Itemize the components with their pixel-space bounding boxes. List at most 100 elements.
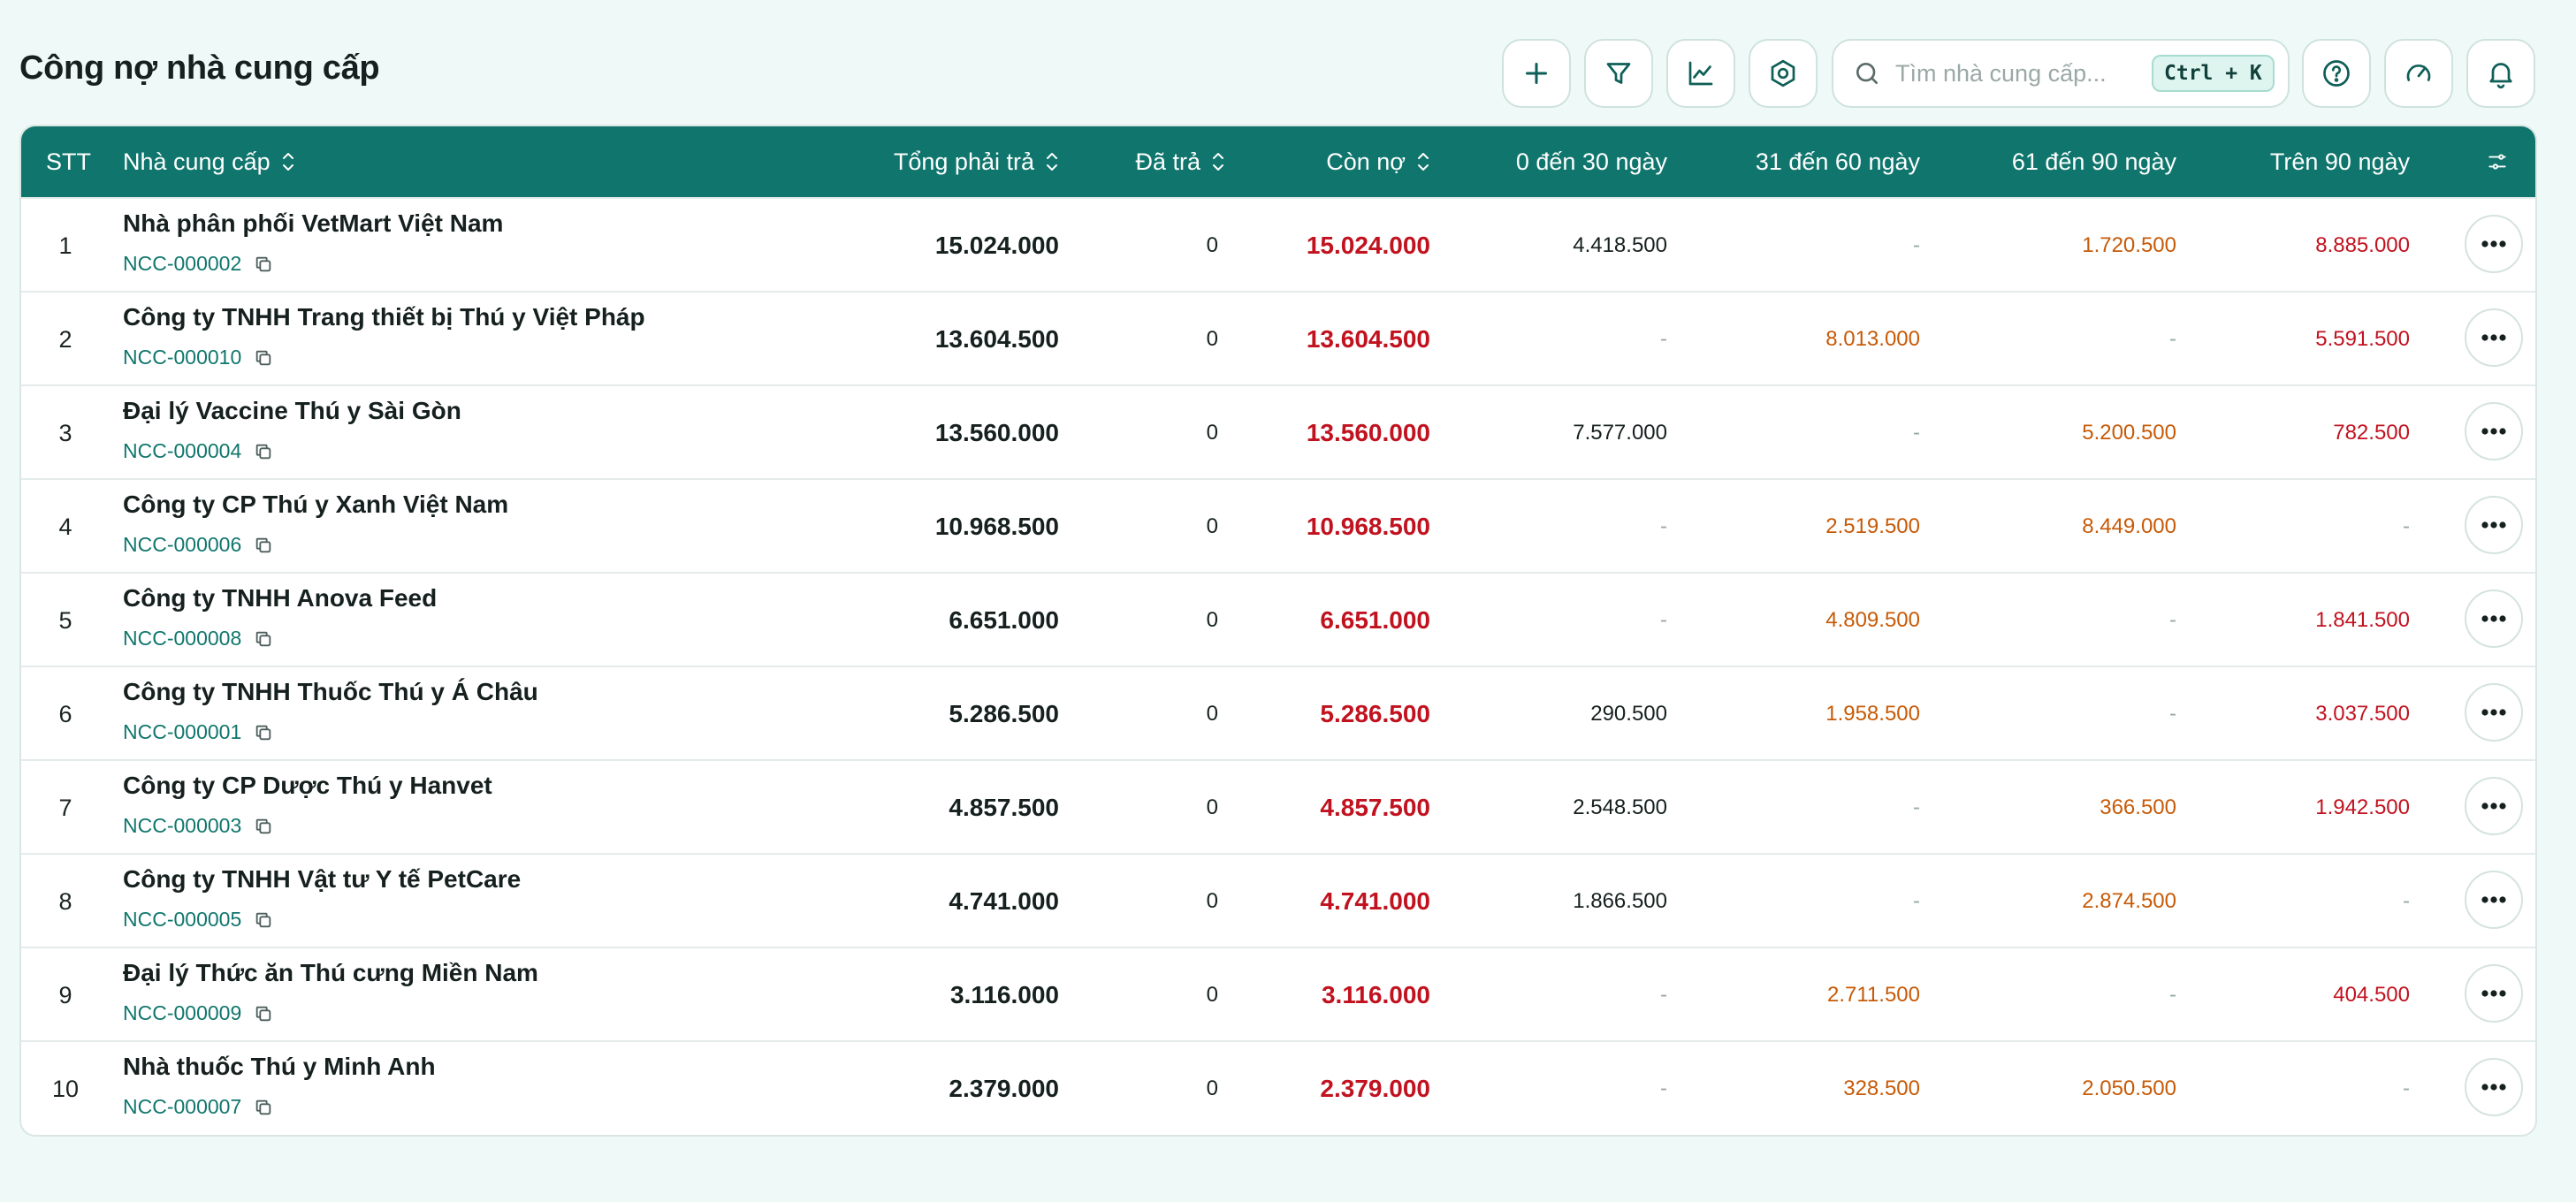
- remaining-debt: 13.560.000: [1306, 419, 1430, 446]
- supplier-code: NCC-000009: [123, 1001, 273, 1025]
- row-actions-button[interactable]: [2465, 964, 2523, 1023]
- total-payable: 2.379.000: [949, 1075, 1059, 1102]
- row-stt: 6: [58, 700, 72, 727]
- remaining-debt: 15.024.000: [1306, 232, 1430, 259]
- row-actions-button[interactable]: [2465, 777, 2523, 835]
- paid-amount: 0: [1206, 1076, 1218, 1100]
- supplier-code: NCC-000001: [123, 720, 273, 744]
- search-shortcut-badge: Ctrl + K: [2152, 55, 2275, 92]
- table-row[interactable]: 8 Công ty TNHH Vật tư Y tế PetCare NCC-000…: [21, 853, 2535, 947]
- table-row[interactable]: 7 Công ty CP Dược Thú y Hanvet NCC-000003 4…: [21, 759, 2535, 853]
- table-row[interactable]: 2 Công ty TNHH Trang thiết bị Thú y Việt …: [21, 291, 2535, 384]
- table-row[interactable]: 10 Nhà thuốc Thú y Minh Anh NCC-000007 2.37…: [21, 1040, 2535, 1134]
- search-box[interactable]: Ctrl + K: [1832, 39, 2290, 108]
- aging-31-60: 1.958.500: [1825, 702, 1920, 726]
- supplier-name[interactable]: Công ty CP Thú y Xanh Việt Nam: [123, 491, 509, 518]
- header-31-60: 31 đến 60 ngày: [1755, 148, 1920, 175]
- header-remaining[interactable]: Còn nợ: [1326, 126, 1430, 197]
- aging-over-90: 8.885.000: [2315, 233, 2410, 257]
- search-icon: [1856, 63, 1878, 84]
- table-row[interactable]: 4 Công ty CP Thú y Xanh Việt Nam NCC-00000…: [21, 478, 2535, 572]
- header-total-label: Tổng phải trả: [893, 148, 1034, 175]
- row-actions-button[interactable]: [2465, 590, 2523, 648]
- row-actions-button[interactable]: [2465, 496, 2523, 554]
- settings-button[interactable]: [1749, 39, 1818, 108]
- aging-31-60: -: [1913, 889, 1920, 913]
- copy-icon[interactable]: [254, 723, 273, 742]
- notifications-button[interactable]: [2466, 39, 2535, 108]
- table-row[interactable]: 1 Nhà phân phối VetMart Việt Nam NCC-00000…: [21, 197, 2535, 291]
- supplier-name[interactable]: Công ty TNHH Vật tư Y tế PetCare: [123, 865, 522, 893]
- chart-icon: [1688, 61, 1713, 86]
- header-paid[interactable]: Đã trả: [1135, 126, 1225, 197]
- total-payable: 10.968.500: [934, 513, 1059, 540]
- row-actions-button[interactable]: [2465, 402, 2523, 460]
- aging-0-30: 290.500: [1590, 702, 1667, 726]
- add-button[interactable]: [1502, 39, 1571, 108]
- supplier-name[interactable]: Công ty TNHH Thuốc Thú y Á Châu: [123, 678, 538, 705]
- copy-icon[interactable]: [254, 817, 273, 836]
- table-row[interactable]: 5 Công ty TNHH Anova Feed NCC-000008 6.651.…: [21, 572, 2535, 666]
- supplier-name[interactable]: Công ty CP Dược Thú y Hanvet: [123, 772, 492, 799]
- paid-amount: 0: [1206, 608, 1218, 632]
- table-row[interactable]: 9 Đại lý Thức ăn Thú cưng Miền Nam NCC-000…: [21, 947, 2535, 1040]
- supplier-code-label: NCC-000009: [123, 1001, 242, 1024]
- supplier-name[interactable]: Công ty TNHH Anova Feed: [123, 584, 438, 612]
- copy-icon[interactable]: [254, 255, 273, 274]
- copy-icon[interactable]: [254, 1004, 273, 1023]
- more-horizontal-icon: [2481, 1084, 2506, 1091]
- table-row[interactable]: 3 Đại lý Vaccine Thú y Sài Gòn NCC-000004 1…: [21, 384, 2535, 478]
- remaining-debt: 4.857.500: [1320, 794, 1430, 821]
- row-actions-button[interactable]: [2465, 871, 2523, 929]
- table-header: STT Nhà cung cấp Tổng phải trả Đã trả Cò…: [21, 126, 2535, 197]
- supplier-code-label: NCC-000002: [123, 252, 242, 275]
- help-button[interactable]: [2302, 39, 2371, 108]
- row-stt: 2: [58, 325, 72, 353]
- aging-61-90: 2.874.500: [2082, 889, 2176, 913]
- row-actions-button[interactable]: [2465, 308, 2523, 367]
- header-stt: STT: [46, 148, 91, 175]
- aging-0-30: 2.548.500: [1573, 795, 1667, 819]
- remaining-debt: 4.741.000: [1320, 887, 1430, 915]
- supplier-code: NCC-000005: [123, 908, 273, 932]
- copy-icon[interactable]: [254, 1098, 273, 1117]
- row-actions-button[interactable]: [2465, 683, 2523, 742]
- supplier-code: NCC-000004: [123, 439, 273, 463]
- aging-over-90: 5.591.500: [2315, 327, 2410, 351]
- row-actions-button[interactable]: [2465, 215, 2523, 273]
- copy-icon[interactable]: [254, 910, 273, 930]
- chart-button[interactable]: [1666, 39, 1735, 108]
- header-61-90: 61 đến 90 ngày: [2011, 148, 2176, 175]
- column-settings-button[interactable]: [2486, 126, 2509, 197]
- total-payable: 3.116.000: [949, 981, 1059, 1008]
- search-input[interactable]: [1895, 59, 2152, 87]
- filter-button[interactable]: [1584, 39, 1653, 108]
- more-horizontal-icon: [2481, 803, 2506, 810]
- copy-icon[interactable]: [254, 629, 273, 649]
- page-title: Công nợ nhà cung cấp: [19, 49, 380, 87]
- table-row[interactable]: 6 Công ty TNHH Thuốc Thú y Á Châu NCC-0000…: [21, 666, 2535, 759]
- more-horizontal-icon: [2481, 521, 2506, 529]
- supplier-name[interactable]: Đại lý Vaccine Thú y Sài Gòn: [123, 397, 461, 424]
- paid-amount: 0: [1206, 233, 1218, 257]
- aging-over-90: -: [2403, 1076, 2410, 1100]
- aging-over-90: 1.841.500: [2315, 608, 2410, 632]
- supplier-name[interactable]: Nhà thuốc Thú y Minh Anh: [123, 1053, 436, 1080]
- more-horizontal-icon: [2481, 709, 2506, 716]
- dashboard-button[interactable]: [2384, 39, 2453, 108]
- aging-over-90: -: [2403, 514, 2410, 538]
- filter-icon: [1606, 63, 1631, 84]
- copy-icon[interactable]: [254, 442, 273, 461]
- supplier-code-label: NCC-000008: [123, 627, 242, 650]
- aging-0-30: -: [1660, 608, 1667, 632]
- supplier-name[interactable]: Nhà phân phối VetMart Việt Nam: [123, 209, 504, 237]
- copy-icon[interactable]: [254, 348, 273, 368]
- supplier-name[interactable]: Công ty TNHH Trang thiết bị Thú y Việt P…: [123, 303, 645, 331]
- copy-icon[interactable]: [254, 536, 273, 555]
- row-actions-button[interactable]: [2465, 1058, 2523, 1116]
- aging-61-90: -: [2169, 608, 2176, 632]
- sort-icon: [281, 150, 295, 173]
- header-total[interactable]: Tổng phải trả: [894, 126, 1059, 197]
- supplier-name[interactable]: Đại lý Thức ăn Thú cưng Miền Nam: [123, 959, 538, 986]
- header-supplier[interactable]: Nhà cung cấp: [123, 126, 295, 197]
